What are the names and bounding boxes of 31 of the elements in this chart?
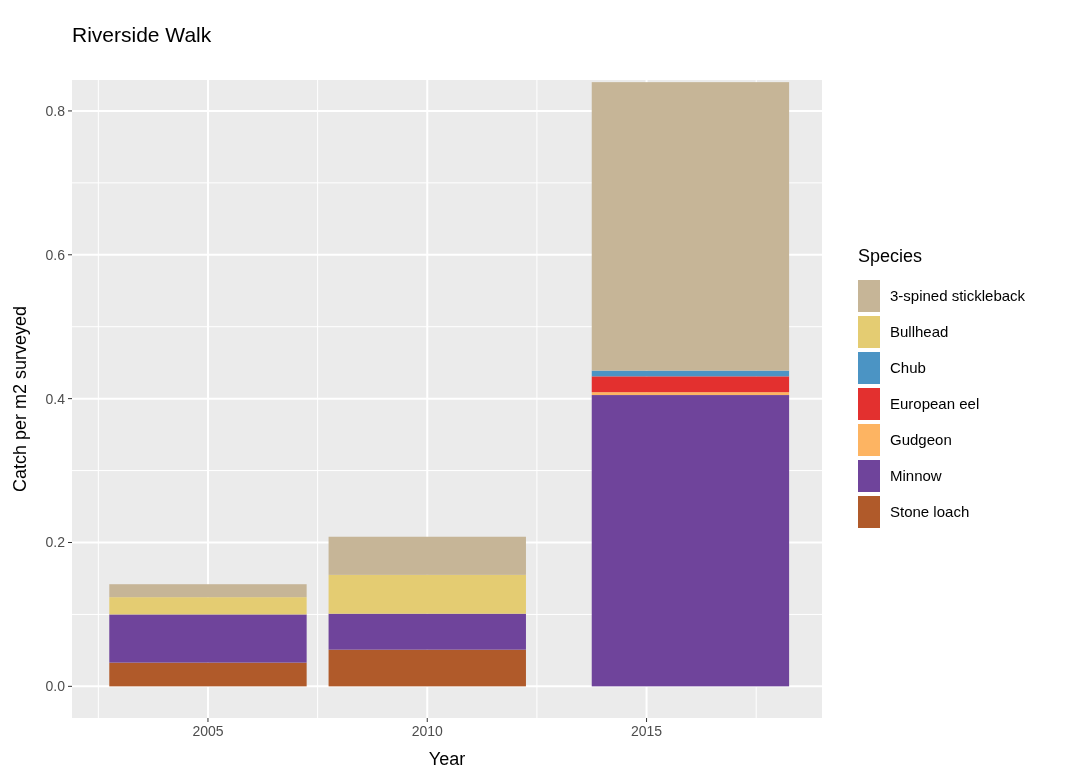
legend-label: Minnow: [890, 467, 942, 485]
legend-label: Bullhead: [890, 323, 949, 341]
chart-title: Riverside Walk: [72, 23, 212, 46]
legend-label: Stone loach: [890, 503, 970, 521]
x-axis-title: Year: [428, 749, 466, 769]
x-tick-label: 2010: [411, 723, 444, 739]
legend-label: 3-spined stickleback: [890, 287, 1026, 305]
y-tick-label: 0.4: [45, 390, 66, 407]
bar: [109, 662, 307, 687]
legend-label: Gudgeon: [890, 431, 952, 449]
y-tick-label: 0.6: [45, 246, 66, 263]
y-tick-label: 0.2: [45, 534, 66, 551]
bar: [109, 584, 307, 598]
bar: [591, 82, 790, 371]
bar: [328, 613, 526, 650]
bar: [109, 614, 307, 663]
x-tick-label: 2015: [630, 723, 663, 739]
bar: [591, 392, 790, 396]
y-tick-label: 0.0: [45, 678, 66, 695]
bar: [328, 536, 526, 575]
legend-title: Species: [858, 246, 923, 266]
bar: [328, 574, 526, 614]
bar: [591, 395, 790, 687]
x-tick-label: 2005: [192, 723, 224, 739]
y-axis-title: Catch per m2 surveyed: [10, 305, 30, 493]
y-tick-label: 0.8: [45, 102, 66, 119]
bar: [591, 376, 790, 393]
bar: [109, 597, 307, 615]
legend-label: Chub: [890, 359, 926, 377]
bar: [328, 649, 526, 687]
legend-label: European eel: [890, 395, 980, 413]
